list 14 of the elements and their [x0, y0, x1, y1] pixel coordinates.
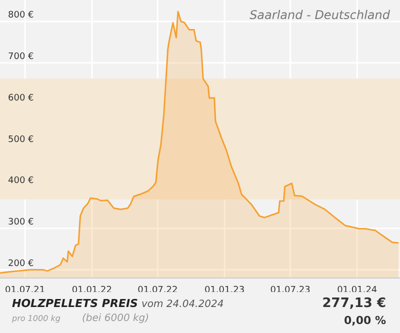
- y-tick-label: 300 €: [8, 218, 34, 228]
- text: vom 24.04.2024: [141, 299, 224, 310]
- text: HOLZPELLETS PREIS: [12, 297, 138, 310]
- text: 277,13 €: [322, 296, 386, 311]
- text: Saarland - Deutschland: [250, 8, 390, 22]
- y-tick-label: 700 €: [8, 52, 34, 62]
- y-tick-label: 600 €: [8, 93, 34, 104]
- text: (bei 6000 kg): [82, 313, 150, 324]
- y-tick-label: 200 €: [8, 258, 34, 269]
- y-tick-label: 400 €: [8, 176, 34, 186]
- y-tick-label: 800 €: [8, 10, 34, 21]
- y-tick-label: 500 €: [8, 134, 34, 145]
- text: pro 1000 kg: [12, 314, 60, 323]
- text: 0,00 %: [344, 314, 386, 327]
